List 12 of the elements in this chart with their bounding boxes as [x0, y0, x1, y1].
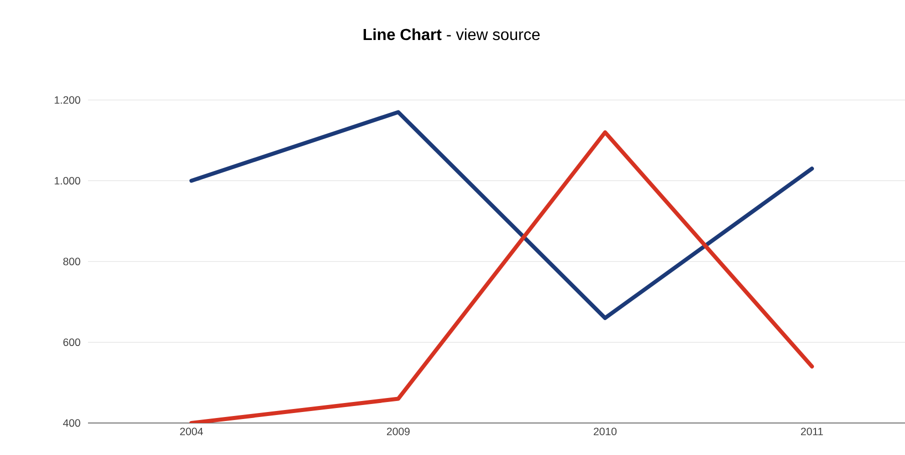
x-tick-label: 2011: [801, 428, 823, 436]
y-tick-label: 1.000: [54, 176, 80, 185]
y-tick-label: 800: [63, 258, 80, 266]
line-series: [189, 110, 814, 320]
chart-title: Line Chart - view source: [364, 28, 540, 40]
y-tick-label: 1.200: [54, 96, 80, 104]
y-tick-label: 400: [63, 419, 80, 427]
x-tick-label: 2004: [180, 428, 203, 436]
x-tick-label: 2010: [594, 428, 617, 436]
x-tick-label: 2009: [386, 428, 410, 436]
line-series: [189, 130, 814, 423]
y-tick-label: 600: [63, 338, 80, 346]
